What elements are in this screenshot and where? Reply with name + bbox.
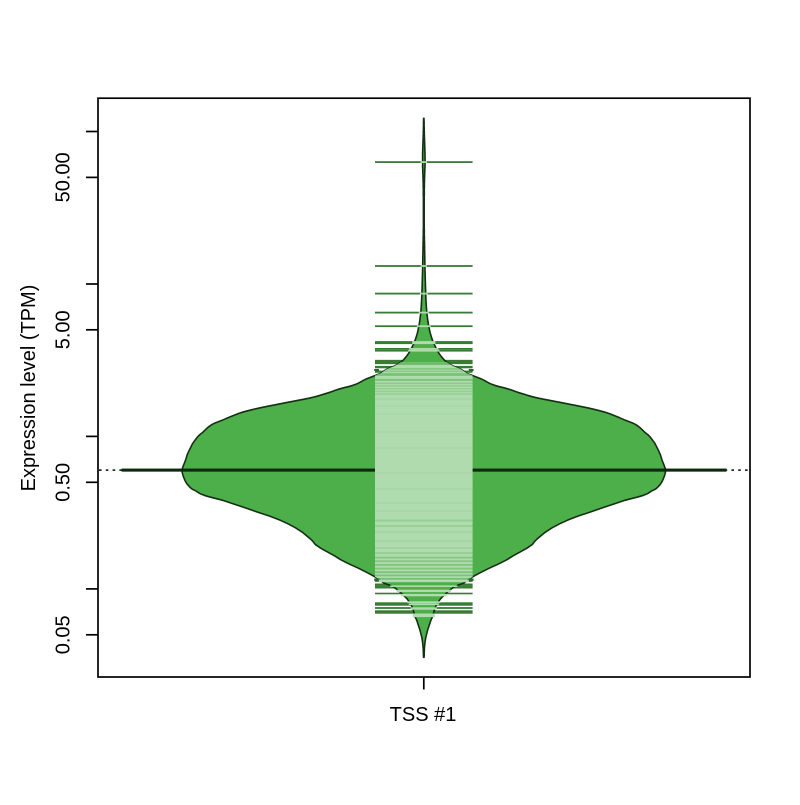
svg-text:TSS #1: TSS #1 (390, 704, 457, 726)
svg-text:50.00: 50.00 (53, 152, 75, 202)
svg-text:0.05: 0.05 (53, 615, 75, 654)
svg-text:Expression level (TPM): Expression level (TPM) (18, 285, 40, 492)
svg-text:5.00: 5.00 (53, 310, 75, 349)
svg-text:0.50: 0.50 (53, 463, 75, 502)
